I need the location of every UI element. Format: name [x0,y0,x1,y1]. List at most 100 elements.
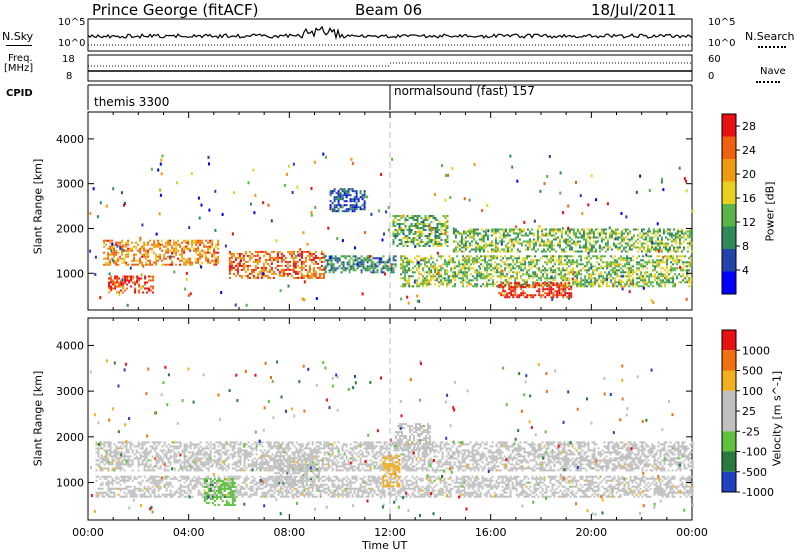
velocity-cell [193,459,196,462]
power-cell [506,232,509,235]
power-cell [468,242,471,245]
power-cell [672,259,675,262]
power-cell [207,251,210,254]
power-cell [582,234,585,237]
power-cell [145,249,148,252]
power-cell [676,248,679,251]
velocity-cell [317,447,320,450]
power-cell [548,294,551,297]
power-cell [600,236,603,239]
power-cell [355,192,358,195]
power-cell [404,273,407,276]
power-cell [564,232,567,235]
power-cell [582,267,585,270]
power-cell [414,227,417,229]
power-cell [488,242,491,245]
velocity-cell [309,447,312,450]
power-cell [103,241,106,244]
power-cell [510,292,513,295]
velocity-cell [293,445,296,448]
velocity-cell [165,469,168,472]
power-cell [550,290,553,293]
power-cell [262,270,265,273]
power-cell [596,232,599,235]
power-scatter-point [683,177,686,180]
velocity-cell [233,445,236,448]
power-cell [228,250,231,253]
power-cell [500,292,503,295]
power-cell [332,263,335,266]
velocity-cell [259,449,262,452]
velocity-cell [217,453,220,456]
power-cell [438,241,441,243]
power-cell [642,265,645,268]
power-cell [320,276,323,279]
velocity-cell [245,443,248,446]
power-cell [462,263,465,266]
power-cell [454,271,457,274]
power-cell [478,250,481,253]
power-scatter-point [275,239,278,243]
power-cell [460,281,463,284]
velocity-cell [137,459,140,462]
power-cell [280,256,283,259]
power-cell [538,269,541,272]
power-cell [137,263,140,266]
velocity-cell [167,451,170,454]
power-cell [438,245,441,247]
power-cell [548,281,551,284]
power-cell [564,286,567,289]
power-cell [542,283,545,286]
power-cell [666,257,669,260]
power-cell [644,261,647,264]
power-cell [508,257,511,260]
power-cell [408,217,411,219]
power-cell [650,232,653,235]
power-cell [440,223,443,225]
power-cell [690,265,693,268]
power-cell [121,251,124,254]
power-cell [446,283,449,286]
power-cell [119,243,122,246]
power-cell [618,263,621,266]
power-cell [510,267,513,270]
power-cell [518,296,521,299]
power-cell [510,244,513,247]
power-cell [322,260,325,263]
power-cell [548,292,551,295]
power-cell [614,259,617,262]
power-cell [564,282,567,285]
power-cell [528,273,531,276]
velocity-cell [233,447,236,450]
power-cell [580,273,583,276]
power-cell [590,250,593,253]
power-cell [334,267,337,270]
power-cell [630,279,633,282]
power-cell [480,234,483,237]
power-cell [610,275,613,278]
power-cell [510,275,513,278]
power-cell [566,240,569,243]
power-cell [280,258,283,261]
velocity-cell [155,445,158,448]
power-cell [666,279,669,282]
velocity-cell [161,451,164,454]
power-cell [540,250,543,253]
power-cell [326,265,329,268]
power-cell [630,248,633,251]
velocity-cell [261,451,264,454]
velocity-cell [127,465,130,468]
power-cell [558,286,561,289]
power-cell [262,274,265,277]
velocity-cell [325,467,328,470]
power-cell [470,283,473,286]
power-cell [464,263,467,266]
power-cell [462,267,465,270]
power-cell [676,232,679,235]
power-cell [518,294,521,297]
power-cell [302,260,305,263]
power-cell [564,246,567,249]
power-cell [197,261,200,264]
velocity-cell [173,453,176,456]
power-cell [136,281,139,284]
